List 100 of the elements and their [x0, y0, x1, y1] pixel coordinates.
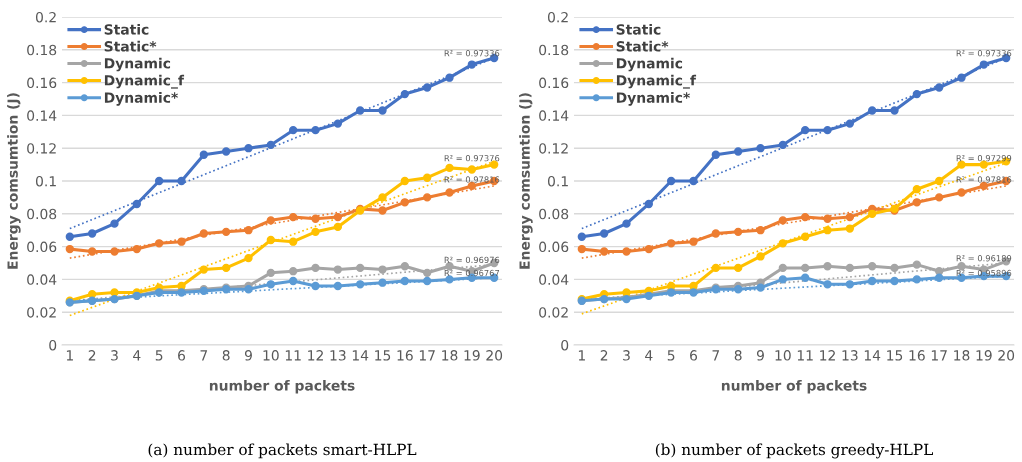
point	[711, 263, 720, 273]
x-tick-label: 14	[352, 350, 369, 361]
point	[132, 199, 141, 209]
y-tick-label: 0.06	[27, 241, 57, 253]
point	[311, 214, 320, 223]
legend-label: Static*	[616, 40, 669, 52]
point	[400, 198, 410, 207]
point	[244, 285, 253, 294]
legend-label: Dynamic*	[104, 92, 178, 106]
x-tick-label: 7	[200, 350, 208, 361]
y-tick-label: 0.2	[547, 11, 568, 23]
point	[666, 239, 676, 248]
point	[110, 219, 119, 228]
point	[622, 247, 631, 256]
point	[957, 73, 966, 82]
point	[778, 275, 787, 284]
y-tick-label: 0.04	[27, 274, 57, 285]
y-tick-label: 0.18	[539, 44, 569, 56]
point	[868, 106, 877, 115]
point	[423, 268, 432, 278]
point	[823, 280, 832, 289]
point	[778, 140, 787, 150]
y-tick-label: 0.04	[539, 274, 569, 285]
x-tick-label: 8	[734, 350, 742, 361]
x-tick-label: 6	[178, 350, 186, 361]
point	[912, 198, 922, 207]
y-tick-label: 0.12	[539, 143, 568, 154]
point	[266, 235, 275, 245]
point	[289, 237, 298, 246]
legend-label: Dynamic	[616, 57, 683, 72]
point	[778, 263, 787, 273]
point	[689, 176, 698, 186]
legend-label: Dynamic_f	[616, 74, 697, 89]
point	[400, 89, 410, 99]
point	[890, 276, 899, 286]
point	[333, 222, 343, 232]
point	[577, 244, 586, 254]
x-tick-label: 4	[133, 350, 141, 361]
point	[935, 176, 944, 186]
point	[467, 60, 477, 69]
point	[577, 232, 586, 241]
point	[311, 263, 320, 273]
point	[733, 147, 743, 156]
x-tick-label: 10	[775, 350, 791, 361]
point	[445, 73, 454, 82]
x-tick-label: 17	[931, 350, 947, 361]
point	[400, 276, 410, 286]
x-tick-label: 3	[111, 350, 118, 361]
point	[266, 140, 275, 150]
x-tick-label: 20	[486, 350, 503, 361]
point	[244, 253, 253, 263]
y-tick-label: 0.2	[35, 11, 56, 23]
y-tick-label: 0.1	[547, 175, 568, 187]
point	[778, 239, 787, 248]
y-tick-label: 0.16	[539, 77, 569, 89]
point	[756, 283, 765, 292]
x-tick-label: 1	[66, 350, 73, 361]
point	[333, 281, 343, 291]
point	[823, 214, 832, 223]
point	[756, 144, 765, 153]
x-tick-label: 7	[712, 350, 720, 361]
x-tick-label: 3	[623, 350, 630, 361]
point	[445, 188, 454, 197]
x-tick-label: 14	[864, 350, 881, 361]
point	[221, 263, 231, 273]
y-axis-title: Energy comsumtion (J)	[519, 93, 533, 269]
y-tick-label: 0.16	[27, 77, 57, 89]
point	[423, 193, 432, 202]
point	[644, 244, 653, 254]
point	[378, 193, 387, 202]
point	[957, 188, 966, 197]
point	[244, 144, 253, 153]
x-tick-label: 9	[756, 350, 764, 361]
x-tick-label: 6	[690, 350, 698, 361]
x-tick-label: 2	[600, 350, 608, 361]
point	[733, 227, 743, 237]
x-tick-label: 2	[88, 350, 96, 361]
point	[266, 268, 275, 278]
point	[65, 232, 74, 241]
point	[845, 212, 855, 222]
annotation: R² = 0.97299	[956, 155, 1012, 162]
legend-label: Static*	[104, 40, 157, 52]
point	[845, 280, 855, 289]
point	[356, 106, 365, 115]
y-tick-label: 0.18	[27, 44, 57, 56]
legend-label: Dynamic*	[616, 92, 690, 106]
annotation: R² = 0.97336	[956, 50, 1012, 57]
point	[890, 106, 899, 115]
point	[199, 265, 208, 274]
point	[756, 252, 765, 261]
point	[177, 176, 186, 186]
point	[711, 150, 720, 159]
x-axis-title: number of packets	[209, 379, 355, 394]
x-tick-label: 10	[263, 350, 279, 361]
point	[177, 281, 186, 291]
legend-label: Dynamic	[104, 57, 171, 72]
x-tick-label: 11	[797, 350, 813, 361]
x-tick-label: 13	[842, 350, 858, 361]
point	[423, 173, 432, 182]
x-tick-label: 12	[820, 350, 835, 361]
